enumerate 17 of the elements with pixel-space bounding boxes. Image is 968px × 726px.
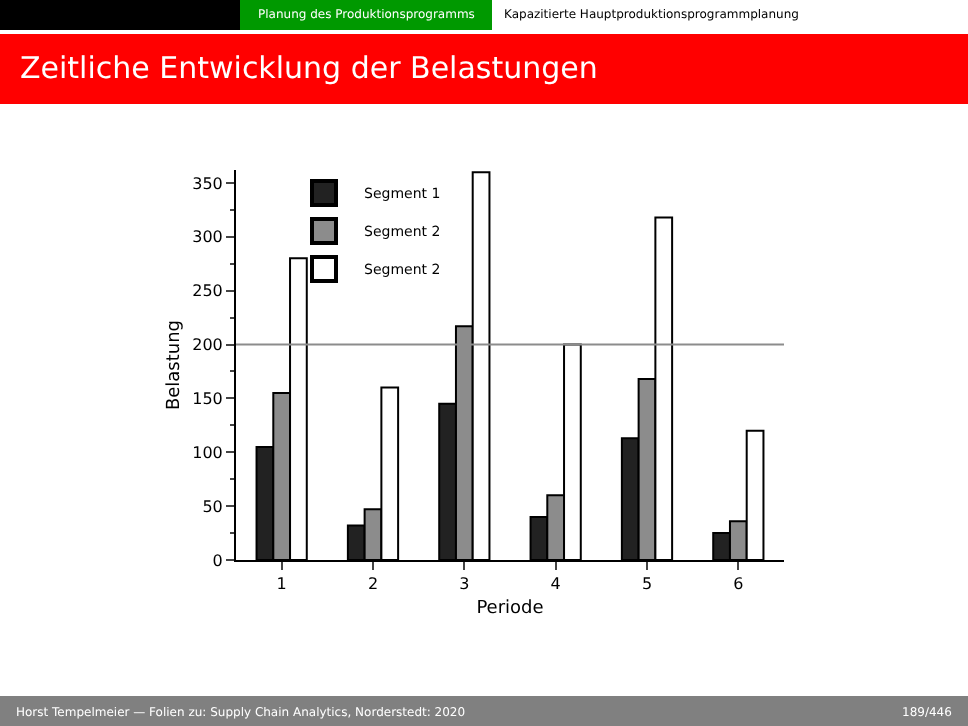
y-tick-label: 250 <box>192 282 223 301</box>
x-tick-label: 2 <box>367 575 379 594</box>
x-tick-label: 5 <box>641 575 653 594</box>
y-tick-label: 300 <box>192 228 223 247</box>
chart-title: Zeitliche Entwicklung der Belastungen <box>20 50 598 86</box>
x-tick-label: 3 <box>459 575 470 594</box>
y-tick-label: 350 <box>192 174 223 193</box>
y-tick-label: 150 <box>192 390 223 408</box>
x-tick-label: 1 <box>276 575 287 594</box>
y-axis-title: Belastung <box>164 319 185 411</box>
x-tick-label: 6 <box>733 575 744 594</box>
y-tick-label: 50 <box>202 497 223 516</box>
y-tick-label: 100 <box>192 443 223 462</box>
x-tick-label: 4 <box>550 575 561 594</box>
x-axis-title: Periode <box>476 598 545 619</box>
y-tick-label: 0 <box>212 551 223 570</box>
y-tick-label: 200 <box>192 336 223 355</box>
